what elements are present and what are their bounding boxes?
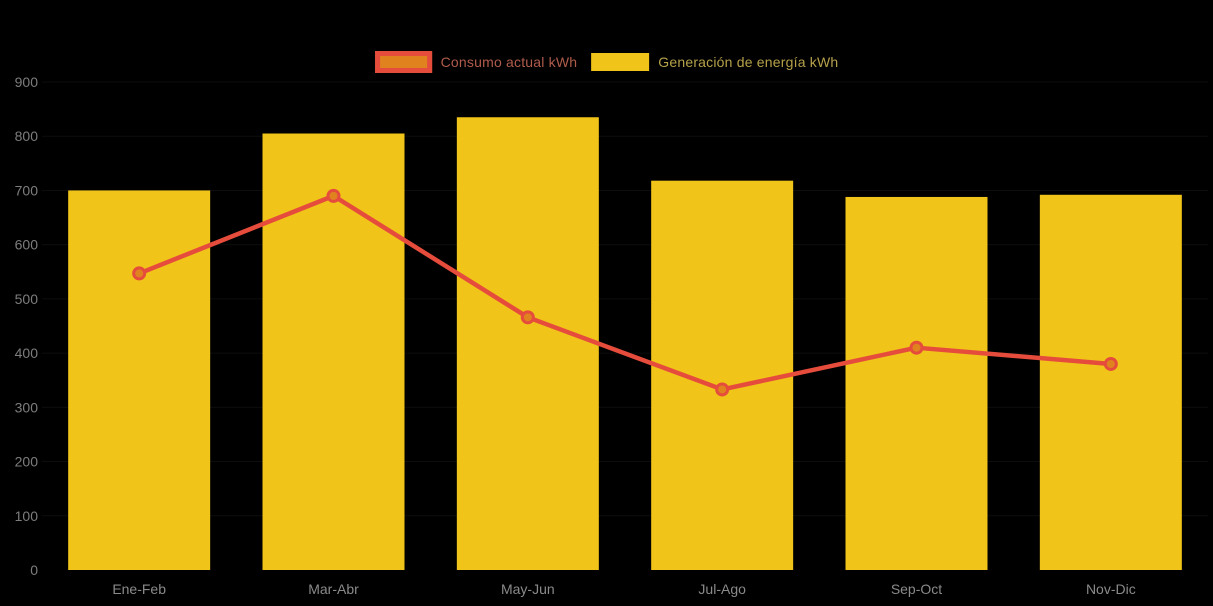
x-tick-label-Ene-Feb: Ene-Feb [112, 581, 166, 597]
bar-Ene-Feb[interactable] [68, 190, 211, 570]
y-tick-label-100: 100 [15, 508, 39, 524]
bar-Mar-Abr[interactable] [262, 133, 405, 570]
bar-Sep-Oct[interactable] [845, 196, 988, 570]
y-tick-label-900: 900 [15, 74, 39, 90]
legend-item-generacion[interactable]: Generación de energía kWh [591, 53, 838, 71]
y-tick-label-700: 700 [15, 182, 39, 198]
y-tick-label-0: 0 [30, 562, 38, 578]
y-tick-label-800: 800 [15, 128, 39, 144]
chart-legend: Consumo actual kWh Generación de energía… [374, 51, 839, 73]
point-Mar-Abr[interactable] [326, 188, 341, 203]
x-tick-label-Nov-Dic: Nov-Dic [1086, 581, 1136, 597]
point-Nov-Dic[interactable] [1103, 356, 1118, 371]
bar-May-Jun[interactable] [456, 117, 599, 570]
point-Sep-Oct[interactable] [909, 340, 924, 355]
consumo-line [136, 193, 1114, 392]
generacion-swatch-icon [591, 53, 650, 71]
legend-label-consumo: Consumo actual kWh [440, 54, 578, 70]
point-Jul-Ago[interactable] [715, 382, 730, 397]
y-tick-label-300: 300 [15, 399, 39, 415]
y-tick-label-400: 400 [15, 345, 39, 361]
point-May-Jun[interactable] [520, 310, 535, 325]
legend-label-generacion: Generación de energía kWh [658, 54, 839, 70]
x-tick-label-May-Jun: May-Jun [501, 581, 555, 597]
bar-Nov-Dic[interactable] [1039, 194, 1182, 570]
legend-item-consumo[interactable]: Consumo actual kWh [374, 51, 578, 73]
y-tick-label-200: 200 [15, 454, 39, 470]
x-tick-label-Mar-Abr: Mar-Abr [308, 581, 359, 597]
point-Ene-Feb[interactable] [132, 266, 147, 281]
y-tick-label-500: 500 [15, 291, 39, 307]
x-tick-label-Sep-Oct: Sep-Oct [891, 581, 942, 597]
consumo-swatch-icon [374, 51, 432, 73]
bar-Jul-Ago[interactable] [651, 180, 794, 570]
y-tick-label-600: 600 [15, 237, 39, 253]
x-tick-label-Jul-Ago: Jul-Ago [698, 581, 746, 597]
